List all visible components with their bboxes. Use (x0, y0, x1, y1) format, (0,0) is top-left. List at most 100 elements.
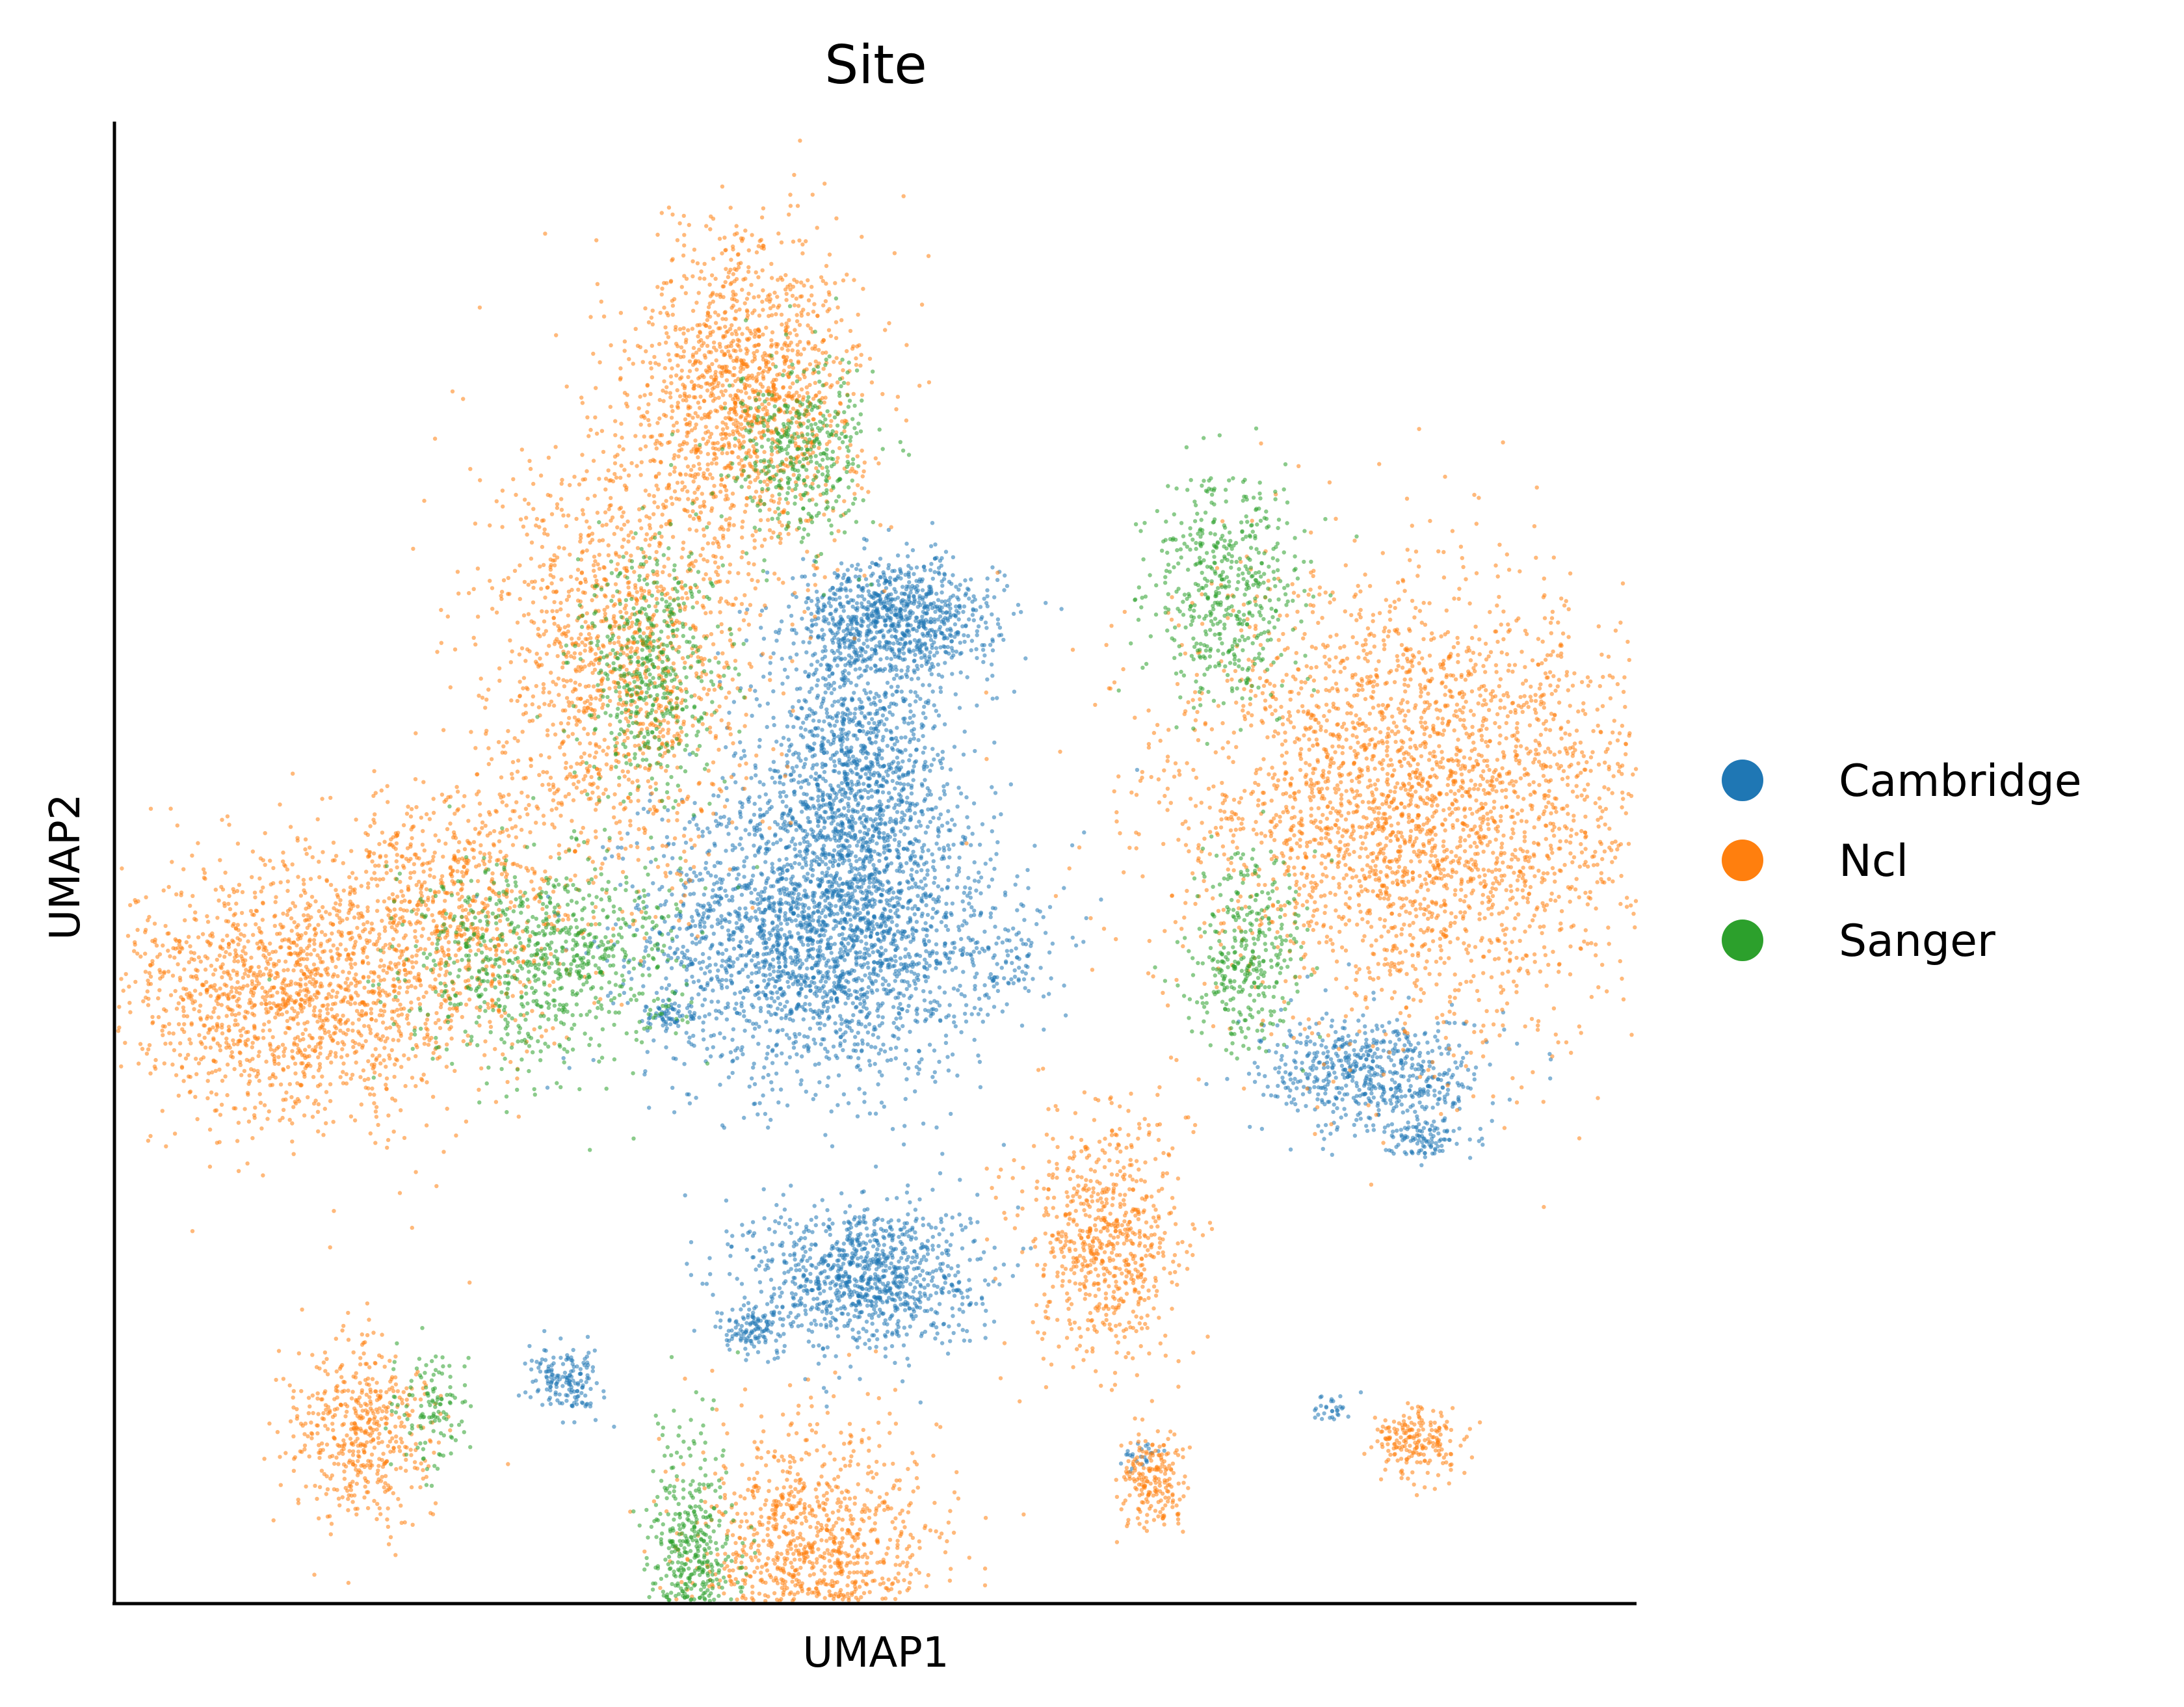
data-point (902, 720, 907, 724)
data-point (914, 699, 918, 704)
data-point (850, 642, 854, 646)
data-point (785, 921, 789, 926)
data-point (939, 761, 943, 766)
data-point (821, 843, 826, 848)
data-point (689, 914, 694, 920)
data-point (741, 1233, 745, 1237)
data-point (1001, 637, 1006, 642)
data-point (809, 863, 814, 867)
data-point (930, 949, 935, 954)
data-point (973, 984, 977, 988)
data-point (934, 841, 939, 846)
data-point (894, 766, 899, 771)
data-point (843, 732, 848, 736)
data-point (997, 626, 1003, 630)
data-point (804, 778, 809, 783)
data-point (862, 916, 867, 920)
data-point (846, 808, 851, 814)
data-point (921, 886, 925, 891)
data-point (711, 988, 715, 993)
data-point (702, 911, 706, 916)
data-point (724, 745, 728, 750)
data-point (761, 674, 766, 679)
data-point (898, 1001, 902, 1007)
data-point (790, 896, 795, 901)
data-point (630, 884, 635, 889)
data-point (751, 1065, 756, 1070)
data-point (724, 786, 729, 791)
data-point (863, 668, 869, 673)
data-point (807, 713, 812, 718)
data-point (949, 911, 953, 916)
data-point (629, 977, 634, 981)
data-point (916, 906, 921, 912)
data-point (856, 1031, 861, 1035)
data-point (824, 960, 829, 965)
data-point (956, 786, 961, 790)
data-point (902, 832, 907, 837)
data-point (864, 1287, 869, 1291)
data-point (894, 1016, 899, 1021)
data-point (972, 1005, 977, 1011)
data-point (884, 929, 889, 933)
data-point (794, 631, 798, 636)
data-point (760, 959, 765, 964)
data-point (780, 681, 785, 686)
data-point (815, 777, 819, 782)
data-point (809, 1217, 814, 1223)
data-point (738, 940, 743, 944)
data-point (823, 979, 828, 984)
data-point (811, 1097, 816, 1102)
data-point (827, 906, 832, 911)
data-point (992, 595, 997, 600)
data-point (865, 629, 870, 633)
data-point (925, 868, 930, 873)
data-point (772, 1011, 778, 1016)
data-point (785, 1103, 790, 1108)
data-point (848, 918, 853, 922)
data-point (932, 570, 937, 574)
data-point (915, 973, 921, 977)
data-point (915, 1071, 921, 1076)
data-point (749, 900, 754, 905)
data-point (976, 1012, 981, 1016)
data-point (878, 822, 882, 827)
data-point (889, 657, 893, 661)
data-point (706, 901, 711, 906)
data-point (873, 624, 878, 629)
data-point (947, 847, 952, 852)
data-point (875, 724, 880, 728)
data-point (727, 938, 731, 942)
data-point (894, 820, 899, 825)
data-point (964, 624, 968, 629)
data-point (660, 884, 664, 890)
data-point (897, 792, 902, 797)
data-point (813, 931, 818, 935)
data-point (900, 585, 905, 589)
data-point (821, 1346, 826, 1351)
data-point (922, 998, 927, 1003)
data-point (867, 592, 872, 598)
data-point (908, 753, 913, 758)
data-point (865, 583, 869, 588)
data-point (838, 738, 843, 743)
data-point (811, 672, 816, 677)
data-point (841, 861, 845, 866)
data-point (958, 670, 963, 675)
data-point (917, 638, 922, 642)
data-point (936, 752, 940, 758)
data-point (975, 655, 979, 661)
data-point (813, 1063, 818, 1067)
data-point (756, 1042, 761, 1046)
data-point (831, 741, 835, 745)
data-point (889, 920, 895, 924)
data-point (685, 1092, 690, 1097)
data-point (815, 609, 820, 615)
data-point (922, 704, 927, 709)
data-point (702, 1037, 706, 1042)
data-point (930, 747, 935, 751)
data-point (764, 985, 769, 990)
data-point (724, 947, 729, 953)
data-point (891, 641, 896, 646)
